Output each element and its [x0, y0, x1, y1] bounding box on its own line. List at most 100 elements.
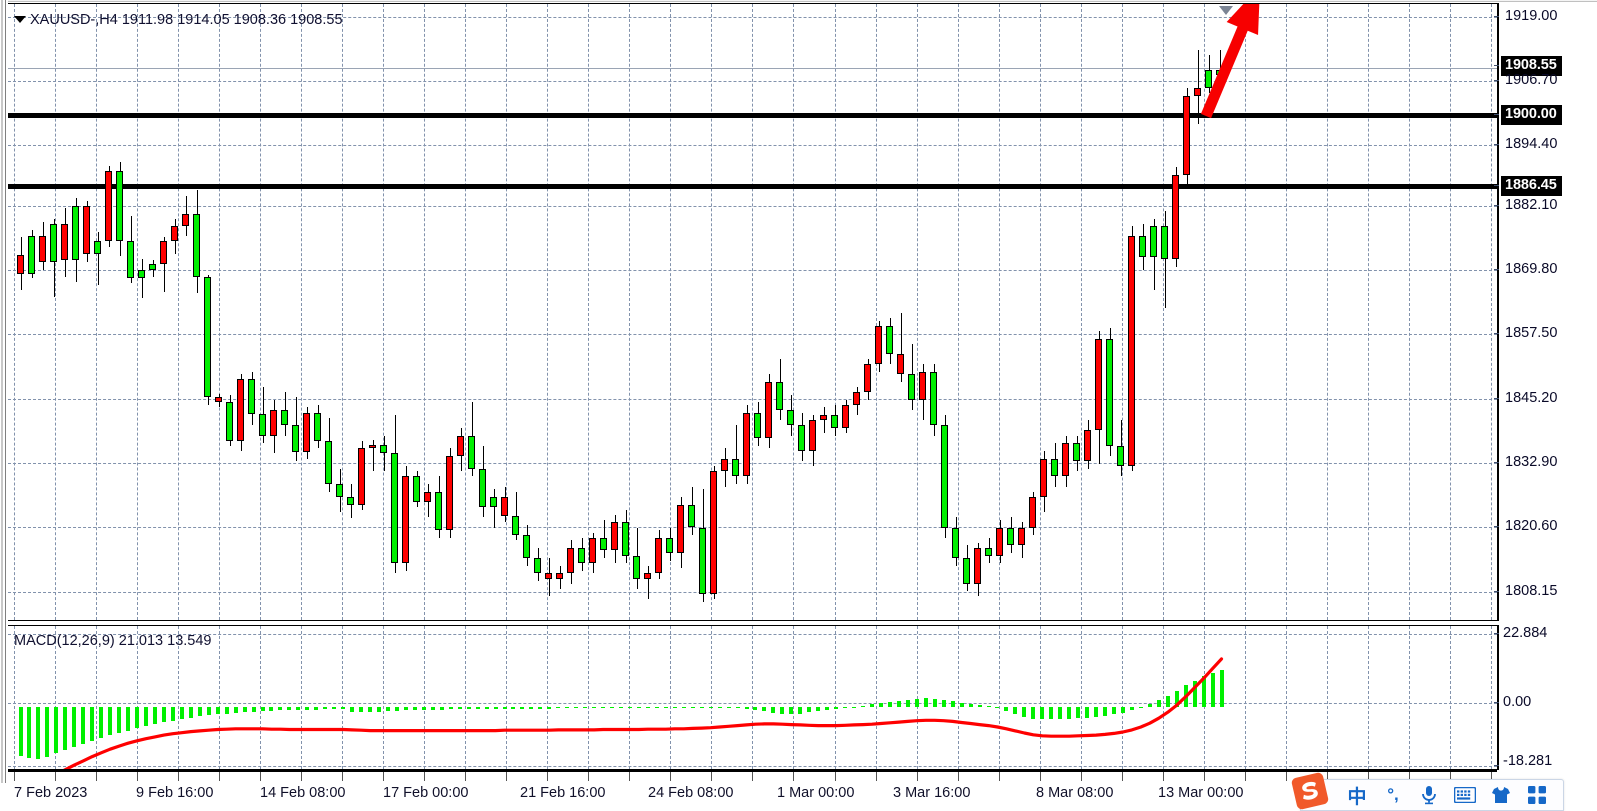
price-axis-tick: [1494, 185, 1499, 186]
price-axis-label: 1919.00: [1505, 8, 1558, 24]
macd-histogram-bar: [691, 706, 695, 708]
candle-body: [765, 381, 772, 439]
candle-body: [699, 527, 706, 594]
candle-body: [996, 527, 1003, 556]
time-axis-tick: [670, 772, 672, 781]
vertical-gridline: [424, 4, 425, 620]
horizontal-gridline: [8, 206, 1497, 207]
macd-histogram-bar: [287, 706, 291, 711]
macd-histogram-bar: [565, 706, 569, 709]
time-axis-tick: [629, 772, 631, 781]
time-axis-tick: [259, 772, 261, 781]
time-axis-tick: [588, 772, 590, 781]
candle-body: [281, 410, 288, 426]
vertical-gridline: [1039, 626, 1041, 769]
annotation-handle-icon[interactable]: [1219, 6, 1233, 15]
candle-body: [952, 527, 959, 559]
time-axis-tick: [218, 772, 220, 781]
macd-histogram-bar: [978, 705, 982, 707]
macd-axis[interactable]: 22.884 0.00 -18.281: [1494, 625, 1597, 770]
macd-histogram-bar: [897, 700, 901, 707]
macd-histogram-bar: [1013, 706, 1017, 715]
vertical-scrollbar-rail[interactable]: [0, 0, 8, 783]
vertical-gridline: [588, 4, 590, 620]
soft-keyboard-button[interactable]: [1447, 780, 1483, 810]
candle-body: [116, 170, 123, 242]
keyboard-icon: [1454, 787, 1476, 803]
macd-indicator-pane[interactable]: MACD(12,26,9) 21.013 13.549: [8, 625, 1497, 770]
candle-wick: [648, 565, 649, 599]
macd-histogram-bar: [386, 706, 390, 712]
macd-histogram-bar: [942, 699, 946, 707]
price-axis-tick: [1494, 205, 1499, 206]
vertical-gridline: [136, 626, 138, 769]
sogou-ime-toolbar[interactable]: 中 °,: [1300, 779, 1564, 811]
macd-histogram-bar: [269, 706, 273, 711]
time-axis-tick: [1080, 772, 1082, 781]
time-axis-tick: [1368, 772, 1370, 781]
horizontal-gridline: [8, 270, 1497, 271]
voice-input-button[interactable]: [1411, 780, 1447, 810]
price-plot-area[interactable]: [8, 4, 1497, 620]
toolbox-button[interactable]: [1519, 780, 1555, 810]
candle-body: [1128, 236, 1135, 467]
price-axis-label: 1820.60: [1505, 518, 1558, 534]
macd-histogram-bar: [458, 706, 462, 710]
candle-body: [1205, 70, 1212, 89]
language-mode-button[interactable]: 中: [1339, 780, 1375, 810]
candle-body: [963, 558, 970, 584]
vertical-gridline: [1286, 4, 1288, 620]
time-axis-tick: [13, 772, 15, 781]
candle-body: [1117, 445, 1124, 467]
candle-body: [325, 440, 332, 485]
candle-body: [1073, 443, 1080, 462]
sogou-s-logo[interactable]: [1290, 772, 1330, 810]
time-axis-tick: [957, 772, 959, 781]
macd-title: MACD(12,26,9) 21.013 13.549: [14, 633, 212, 649]
candle-body: [820, 415, 827, 421]
candle-body: [534, 558, 541, 574]
time-axis-tick: [506, 772, 508, 781]
vertical-gridline: [1286, 626, 1288, 769]
candle-body: [666, 537, 673, 554]
candle-wick: [164, 237, 165, 292]
macd-histogram-bar: [780, 706, 784, 714]
macd-histogram-bar: [135, 706, 139, 729]
time-axis[interactable]: [8, 770, 1497, 783]
candle-wick: [98, 232, 99, 286]
window-top-edge: [0, 0, 1597, 4]
candle-body: [655, 537, 662, 574]
macd-histogram-bar: [610, 706, 614, 708]
macd-histogram-bar: [36, 706, 40, 759]
price-axis[interactable]: 1919.00 1908.55 1906.70 1900.00 1894.40 1886.…: [1494, 3, 1597, 621]
time-axis-tick: [1039, 772, 1041, 781]
candle-wick: [384, 435, 385, 472]
punctuation-mode-button[interactable]: °,: [1375, 780, 1411, 810]
chevron-down-icon[interactable]: [14, 16, 26, 23]
vertical-gridline: [547, 4, 549, 620]
macd-histogram-bar: [234, 706, 238, 713]
macd-histogram-bar: [81, 706, 85, 744]
macd-histogram-bar: [413, 706, 417, 711]
price-level-line-2[interactable]: [8, 184, 1497, 189]
vertical-gridline: [177, 626, 179, 769]
macd-histogram-bar: [189, 706, 193, 718]
macd-plot-area[interactable]: [8, 626, 1497, 769]
vertical-gridline: [834, 4, 836, 620]
macd-axis-label: 0.00: [1503, 694, 1532, 710]
macd-histogram-bar: [305, 706, 309, 710]
vertical-gridline: [629, 626, 631, 769]
candle-body: [886, 325, 893, 354]
candle-body: [622, 522, 629, 556]
macd-histogram-bar: [547, 706, 551, 709]
candle-body: [578, 547, 585, 564]
candle-body: [347, 496, 354, 505]
skin-button[interactable]: [1483, 780, 1519, 810]
vertical-gridline: [13, 4, 15, 620]
price-level-line-1[interactable]: [8, 113, 1497, 118]
time-axis-label: 24 Feb 08:00: [648, 785, 734, 801]
macd-histogram-bar: [879, 703, 883, 707]
candle-body: [259, 414, 266, 436]
price-chart-pane[interactable]: XAUUSD-,H4 1911.98 1914.05 1908.36 1908.…: [8, 3, 1497, 621]
